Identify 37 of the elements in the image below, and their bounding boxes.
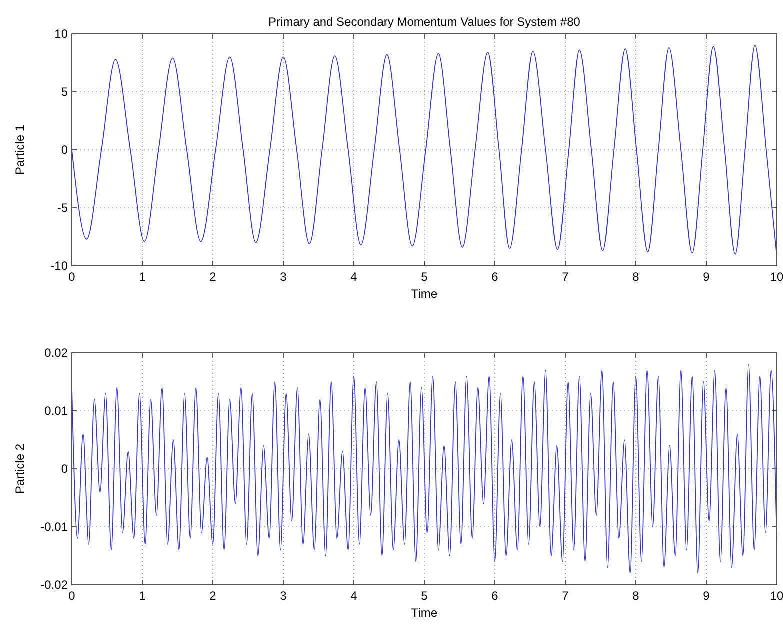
x-tick-label: 1 [139, 270, 146, 284]
x-tick-label: 10 [770, 270, 783, 284]
x-tick-label: 10 [770, 589, 783, 603]
x-tick-label: 1 [139, 589, 146, 603]
y-tick-label: -5 [57, 201, 68, 215]
y-axis-title: Particle 1 [13, 124, 27, 176]
x-tick-label: 9 [703, 589, 710, 603]
x-tick-label: 2 [210, 589, 217, 603]
y-tick-label: 0.02 [44, 346, 68, 360]
x-tick-label: 7 [562, 589, 570, 603]
line-series [72, 364, 777, 574]
x-tick-label: 6 [492, 270, 499, 284]
line-series [72, 45, 777, 258]
x-axis-title: Time [411, 287, 438, 301]
x-axis-title: Time [411, 606, 438, 620]
x-tick-label: 5 [421, 589, 428, 603]
y-axis-title: Particle 2 [13, 444, 27, 494]
chart-title: Primary and Secondary Momentum Values for System #80 [268, 15, 581, 29]
y-tick-label: -10 [50, 259, 68, 273]
y-tick-label: 0 [61, 143, 68, 157]
x-tick-label: 8 [632, 589, 640, 603]
y-tick-label: 5 [61, 85, 68, 99]
x-tick-label: 8 [632, 270, 640, 284]
x-tick-label: 9 [703, 270, 710, 284]
x-tick-label: 5 [421, 270, 428, 284]
x-tick-label: 3 [280, 270, 288, 284]
y-tick-label: 10 [54, 27, 68, 41]
x-tick-label: 3 [280, 589, 288, 603]
x-tick-label: 4 [350, 270, 358, 284]
x-tick-label: 2 [210, 270, 217, 284]
x-tick-label: 4 [350, 589, 358, 603]
y-tick-label: 0 [61, 462, 68, 476]
y-tick-label: -0.01 [40, 520, 68, 534]
y-tick-label: -0.02 [40, 578, 68, 592]
x-tick-label: 6 [492, 589, 499, 603]
x-tick-label: 7 [562, 270, 570, 284]
y-tick-label: 0.01 [44, 404, 68, 418]
